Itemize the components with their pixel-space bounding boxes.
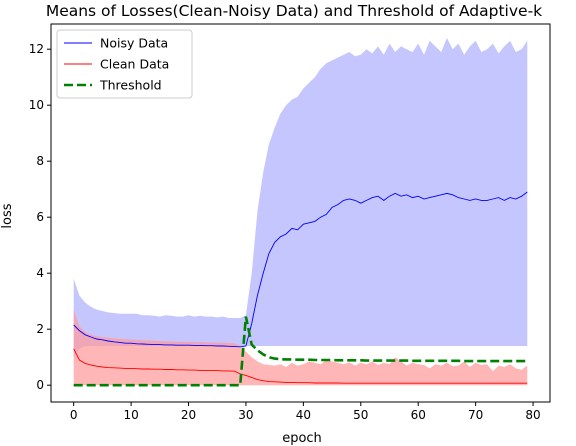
legend-box xyxy=(56,29,193,99)
y-tick-label: 4 xyxy=(36,266,44,280)
series-line-1 xyxy=(73,348,528,384)
series-lines xyxy=(73,191,528,387)
plot-frame xyxy=(50,23,551,403)
x-tick-label: 30 xyxy=(238,408,253,422)
series-line-2 xyxy=(73,316,528,387)
y-tick-label: 12 xyxy=(29,42,44,56)
confidence-bands xyxy=(73,38,528,386)
legend-label: Noisy Data xyxy=(100,36,168,51)
x-tick-label: 60 xyxy=(411,408,426,422)
x-tick-label: 80 xyxy=(525,408,540,422)
y-tick-label: 8 xyxy=(36,154,44,168)
y-tick-label: 0 xyxy=(36,378,44,392)
x-tick-label: 70 xyxy=(468,408,483,422)
x-tick-label: 50 xyxy=(353,408,368,422)
x-tick-label: 0 xyxy=(70,408,78,422)
y-tick-label: 6 xyxy=(36,210,44,224)
axes xyxy=(50,23,551,403)
legend-label: Threshold xyxy=(99,78,162,93)
band-0 xyxy=(73,38,528,358)
y-tick-label: 10 xyxy=(29,98,44,112)
x-axis-label: epoch xyxy=(282,431,322,446)
chart-title: Means of Losses(Clean-Noisy Data) and Th… xyxy=(46,2,542,20)
x-ticks: 0 10 20 30 40 50 60 70 80 xyxy=(70,402,541,422)
legend: Noisy Data Clean Data Threshold xyxy=(56,29,193,99)
y-tick-label: 2 xyxy=(36,322,44,336)
x-tick-label: 10 xyxy=(123,408,138,422)
x-tick-label: 40 xyxy=(296,408,311,422)
y-ticks: 0 2 4 6 8 10 12 xyxy=(29,42,51,392)
legend-label: Clean Data xyxy=(100,57,169,72)
x-tick-label: 20 xyxy=(181,408,196,422)
band-1 xyxy=(73,309,528,386)
series-line-0 xyxy=(73,191,528,348)
y-axis-label: loss xyxy=(0,203,15,228)
